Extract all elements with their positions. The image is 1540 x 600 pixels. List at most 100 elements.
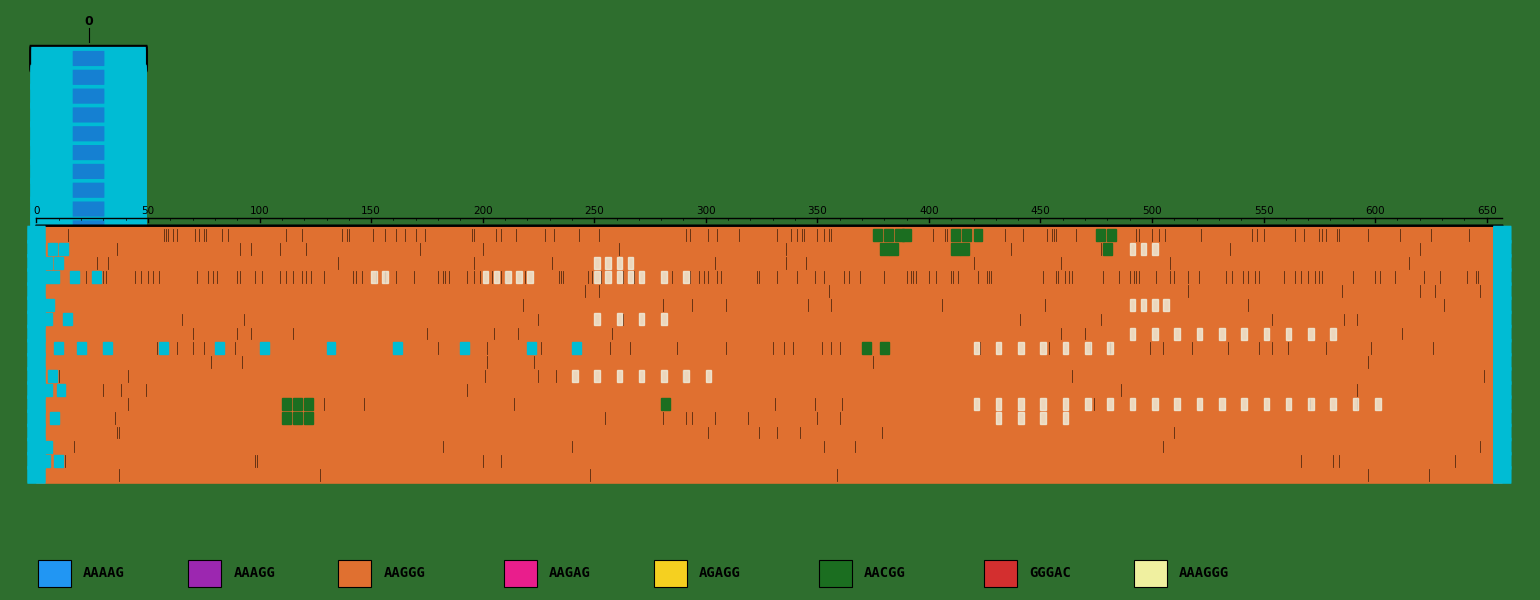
FancyBboxPatch shape <box>31 159 146 184</box>
FancyBboxPatch shape <box>1494 395 1512 413</box>
FancyBboxPatch shape <box>1494 437 1512 455</box>
Text: 400: 400 <box>919 206 939 216</box>
Bar <box>1197 398 1203 410</box>
FancyBboxPatch shape <box>72 202 105 217</box>
FancyBboxPatch shape <box>31 65 146 90</box>
Bar <box>996 341 1001 354</box>
Bar <box>1103 243 1112 255</box>
Bar <box>1041 341 1046 354</box>
Bar <box>38 559 71 587</box>
Bar <box>1130 299 1135 311</box>
Bar <box>1141 243 1146 255</box>
Text: AAAGG: AAAGG <box>234 566 276 580</box>
FancyBboxPatch shape <box>35 310 1503 328</box>
Bar <box>43 257 52 269</box>
Bar <box>1107 341 1113 354</box>
Bar <box>527 271 533 283</box>
Bar <box>616 271 622 283</box>
Bar <box>884 229 893 241</box>
FancyBboxPatch shape <box>1494 310 1512 328</box>
Bar <box>571 370 578 382</box>
FancyBboxPatch shape <box>72 277 105 292</box>
FancyBboxPatch shape <box>31 102 146 128</box>
Text: 650: 650 <box>1477 206 1497 216</box>
FancyBboxPatch shape <box>35 353 1503 371</box>
FancyBboxPatch shape <box>35 466 1503 484</box>
Bar <box>339 559 371 587</box>
Bar <box>293 398 302 410</box>
Bar <box>889 243 898 255</box>
Bar <box>1107 398 1113 410</box>
FancyBboxPatch shape <box>72 89 105 104</box>
Bar <box>639 370 644 382</box>
FancyBboxPatch shape <box>35 381 1503 399</box>
Bar <box>594 271 599 283</box>
Bar <box>1307 328 1314 340</box>
Bar <box>69 271 79 283</box>
Bar <box>103 341 112 354</box>
FancyBboxPatch shape <box>31 290 146 316</box>
FancyBboxPatch shape <box>72 314 105 329</box>
Bar <box>59 243 68 255</box>
Bar <box>984 559 1016 587</box>
Bar <box>819 559 852 587</box>
FancyBboxPatch shape <box>1494 424 1512 442</box>
Bar <box>628 257 633 269</box>
Bar <box>1241 398 1247 410</box>
Bar <box>54 455 63 467</box>
Text: AAGGG: AAGGG <box>383 566 425 580</box>
FancyBboxPatch shape <box>28 310 46 328</box>
Text: AGAGG: AGAGG <box>699 566 741 580</box>
Bar <box>605 257 611 269</box>
FancyBboxPatch shape <box>1494 353 1512 371</box>
FancyBboxPatch shape <box>35 437 1503 455</box>
FancyBboxPatch shape <box>1494 268 1512 286</box>
Bar <box>43 384 52 396</box>
Bar <box>895 229 904 241</box>
FancyBboxPatch shape <box>35 282 1503 300</box>
FancyBboxPatch shape <box>28 395 46 413</box>
Text: 150: 150 <box>362 206 380 216</box>
Bar <box>43 440 52 452</box>
Bar <box>505 271 511 283</box>
FancyBboxPatch shape <box>31 46 146 71</box>
FancyBboxPatch shape <box>31 328 146 353</box>
Bar <box>661 271 667 283</box>
Bar <box>305 398 313 410</box>
FancyBboxPatch shape <box>35 240 1503 258</box>
Bar <box>1130 398 1135 410</box>
FancyBboxPatch shape <box>72 258 105 273</box>
Bar <box>873 229 882 241</box>
Bar <box>282 398 291 410</box>
Bar <box>571 341 581 354</box>
Bar <box>1307 398 1314 410</box>
Bar <box>952 243 959 255</box>
Bar <box>605 271 611 283</box>
Bar <box>1086 398 1090 410</box>
FancyBboxPatch shape <box>31 140 146 165</box>
Bar <box>959 243 969 255</box>
FancyBboxPatch shape <box>35 424 1503 442</box>
Bar <box>282 412 291 424</box>
FancyBboxPatch shape <box>1494 296 1512 314</box>
Bar <box>1063 341 1069 354</box>
Bar <box>42 455 49 467</box>
FancyBboxPatch shape <box>31 272 146 297</box>
Bar <box>616 370 622 382</box>
Bar <box>661 313 667 325</box>
FancyBboxPatch shape <box>35 367 1503 385</box>
FancyBboxPatch shape <box>72 239 105 254</box>
Text: 550: 550 <box>1254 206 1274 216</box>
FancyBboxPatch shape <box>35 395 1503 413</box>
Bar <box>1130 243 1135 255</box>
FancyBboxPatch shape <box>28 381 46 399</box>
FancyBboxPatch shape <box>35 339 1503 356</box>
Bar <box>1220 328 1224 340</box>
Bar <box>48 243 57 255</box>
Bar <box>188 559 222 587</box>
Bar <box>1352 398 1358 410</box>
FancyBboxPatch shape <box>28 339 46 356</box>
FancyBboxPatch shape <box>72 220 105 235</box>
FancyBboxPatch shape <box>31 196 146 222</box>
Bar <box>293 412 302 424</box>
